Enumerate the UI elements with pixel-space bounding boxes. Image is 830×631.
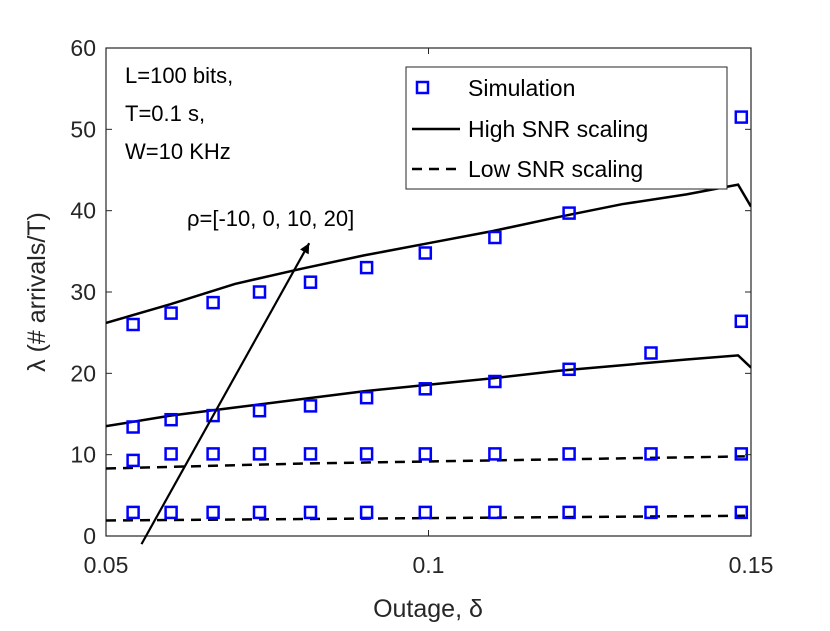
simulation-point: [646, 34, 657, 45]
simulation-point: [488, 505, 502, 520]
low-snr-series-line: [106, 455, 751, 470]
x-tick-label: 0.1: [413, 552, 445, 578]
simulation-point: [644, 447, 658, 461]
x-axis-label: Outage, δ: [373, 595, 483, 623]
rho-arrow: [140, 242, 311, 545]
y-axis-label: λ (# arrivals/T): [23, 212, 51, 372]
legend-marker-simulation: [415, 80, 430, 95]
y-tick-label: 10: [70, 442, 96, 468]
simulation-point: [206, 408, 220, 423]
simulation-point: [359, 260, 374, 275]
y-tick-label: 0: [83, 523, 96, 549]
simulation-markers: [126, 34, 749, 520]
simulation-point: [252, 285, 267, 299]
simulation-point: [252, 403, 267, 418]
simulation-point: [164, 412, 178, 427]
simulation-point: [644, 346, 658, 360]
simulation-point: [206, 447, 220, 461]
simulation-point: [418, 246, 433, 260]
simulation-point: [303, 275, 318, 289]
simulation-point: [206, 505, 220, 520]
simulation-point: [359, 390, 374, 405]
simulation-point: [418, 505, 433, 520]
simulation-point: [126, 420, 140, 434]
simulation-point: [303, 399, 318, 413]
x-axis-ticks: 0.05 0.1 0.15: [84, 48, 774, 578]
simulation-point: [488, 447, 502, 461]
simulation-point: [734, 314, 749, 329]
y-tick-label: 60: [70, 35, 96, 61]
simulation-point: [488, 230, 502, 245]
y-tick-label: 50: [70, 116, 96, 142]
simulation-point: [126, 317, 140, 332]
simulation-point: [164, 306, 178, 320]
legend: Simulation High SNR scaling Low SNR scal…: [405, 66, 728, 190]
simulation-point: [252, 505, 267, 520]
x-tick-label: 0.05: [84, 552, 129, 578]
legend-label-low-snr: Low SNR scaling: [468, 156, 643, 182]
simulation-point: [734, 110, 749, 124]
series-lines: [106, 183, 751, 522]
simulation-point: [164, 505, 178, 520]
simulation-point: [562, 206, 576, 220]
legend-label-high-snr: High SNR scaling: [468, 116, 648, 142]
low-snr-series-line: [106, 514, 751, 522]
simulation-point: [418, 447, 433, 461]
simulation-point: [303, 447, 318, 461]
simulation-point: [164, 447, 178, 461]
y-axis-ticks: 0 10 20 30 40 50 60: [70, 35, 751, 549]
simulation-point: [303, 505, 318, 520]
simulation-point: [418, 382, 433, 396]
rho-arrow-label: ρ=[-10, 0, 10, 20]: [187, 206, 354, 231]
simulation-point: [206, 295, 220, 310]
legend-label-simulation: Simulation: [468, 75, 575, 101]
high-snr-series-line: [106, 354, 751, 428]
simulation-point: [644, 505, 658, 520]
simulation-point: [562, 505, 576, 520]
simulation-point: [734, 447, 749, 461]
simulation-point: [126, 453, 140, 468]
simulation-point: [562, 447, 576, 461]
simulation-point: [734, 505, 749, 520]
x-tick-label: 0.15: [729, 552, 774, 578]
y-tick-label: 20: [70, 360, 96, 386]
y-tick-label: 30: [70, 279, 96, 305]
high-snr-series-line: [106, 183, 751, 325]
param-text-t: T=0.1 s,: [125, 101, 205, 126]
simulation-point: [252, 447, 267, 461]
simulation-point: [359, 505, 374, 520]
y-tick-label: 40: [70, 198, 96, 224]
param-text-w: W=10 KHz: [125, 139, 231, 164]
param-text-bits: L=100 bits,: [125, 63, 233, 88]
simulation-point: [562, 362, 576, 377]
simulation-point: [488, 374, 502, 389]
simulation-point: [126, 505, 140, 520]
simulation-point: [359, 447, 374, 461]
